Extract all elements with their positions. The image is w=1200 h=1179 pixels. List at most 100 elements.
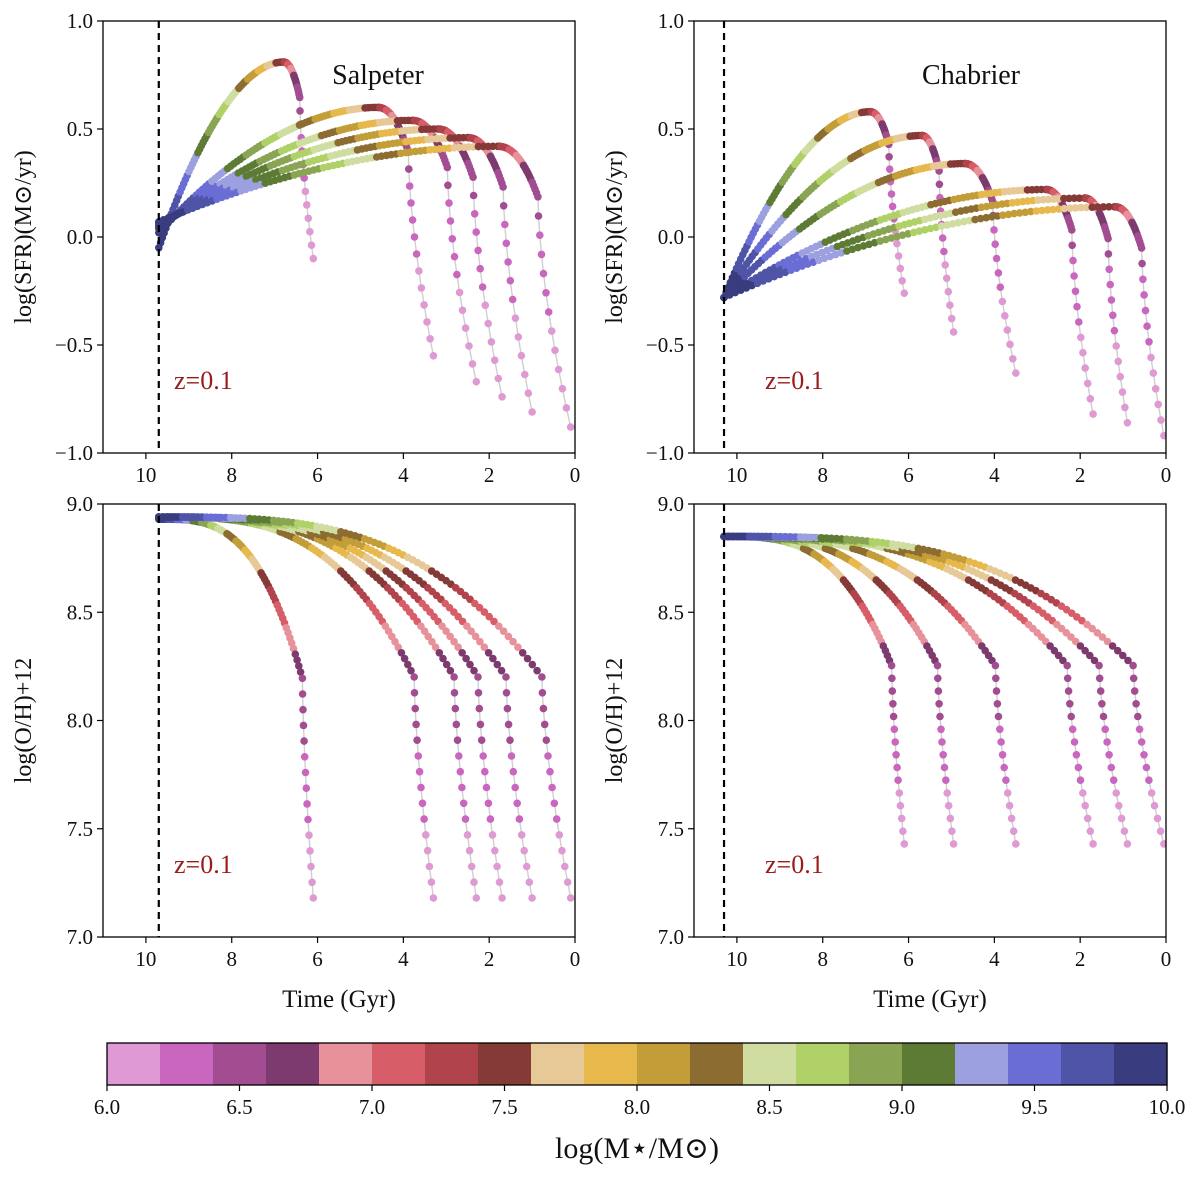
data-point — [900, 840, 909, 848]
data-point — [418, 799, 427, 808]
data-point — [291, 650, 300, 658]
data-point — [937, 725, 945, 734]
data-point — [410, 233, 419, 241]
data-point — [1081, 646, 1089, 655]
y-tick-label: 9.0 — [67, 492, 93, 516]
data-point — [484, 649, 493, 657]
data-point — [991, 240, 999, 248]
data-point — [898, 277, 906, 285]
data-point — [415, 767, 424, 776]
data-point — [1003, 789, 1012, 797]
data-point — [509, 767, 518, 776]
data-point — [511, 783, 519, 792]
data-point — [940, 247, 948, 256]
data-point — [894, 252, 903, 260]
data-point — [1141, 306, 1150, 315]
colorbar-label: log(M⋆/M⊙) — [555, 1132, 719, 1165]
y-tick-label: 0.5 — [67, 117, 93, 141]
data-point — [1107, 763, 1116, 772]
data-point — [494, 374, 503, 383]
data-point — [1083, 814, 1092, 823]
data-point — [555, 831, 564, 839]
data-point — [1103, 637, 1112, 646]
data-point — [456, 767, 465, 776]
y-tick-label: 7.5 — [658, 817, 684, 841]
data-point — [938, 738, 946, 746]
data-point — [1107, 296, 1116, 304]
x-tick-label: 4 — [398, 947, 409, 971]
data-point — [949, 328, 958, 336]
data-point — [487, 338, 496, 346]
data-point — [1059, 656, 1067, 665]
data-point — [1106, 280, 1114, 289]
data-point — [550, 799, 559, 808]
data-point — [1069, 256, 1077, 265]
colorbar-tick-label: 6.0 — [94, 1095, 120, 1119]
data-point — [528, 408, 536, 416]
y-tick-label: −1.0 — [646, 441, 684, 465]
data-point — [1086, 651, 1094, 660]
data-point — [899, 827, 907, 835]
data-point — [470, 666, 478, 675]
data-point — [295, 93, 304, 102]
y-axis-label: log(O/H)+12 — [602, 658, 628, 784]
series-track-5 — [720, 194, 1132, 427]
data-point — [1002, 776, 1010, 784]
data-point — [471, 632, 480, 641]
data-point — [493, 862, 501, 871]
x-tick-label: 2 — [1075, 947, 1086, 971]
data-point — [1101, 725, 1109, 734]
data-point — [761, 532, 769, 541]
data-point — [1027, 207, 1035, 216]
y-axis-label: log(SFR)(M⊙/yr) — [602, 150, 628, 323]
data-point — [412, 250, 421, 258]
x-tick-label: 10 — [726, 947, 747, 971]
data-point — [947, 314, 956, 323]
data-point — [997, 738, 1005, 746]
data-point — [461, 815, 470, 823]
colorbar-tick-label: 9.5 — [1021, 1095, 1047, 1119]
data-point — [1001, 312, 1009, 320]
data-point — [566, 894, 575, 902]
data-point — [1015, 209, 1024, 217]
data-point — [944, 287, 953, 296]
plot-area — [720, 107, 1166, 440]
data-point — [306, 227, 314, 236]
colorbar-tick-label: 6.5 — [226, 1095, 252, 1119]
data-point — [1077, 333, 1085, 342]
panel-title: Salpeter — [332, 60, 424, 91]
data-point — [1132, 700, 1140, 708]
data-point — [561, 862, 569, 871]
plot-area — [155, 58, 575, 431]
data-point — [889, 712, 898, 721]
x-tick-label: 2 — [1075, 463, 1086, 487]
data-point — [1090, 656, 1099, 665]
data-point — [450, 689, 459, 697]
y-tick-label: 8.0 — [67, 709, 93, 733]
data-point — [301, 768, 310, 777]
data-point — [949, 840, 958, 848]
data-point — [305, 831, 313, 839]
x-tick-label: 10 — [726, 463, 747, 487]
x-tick-label: 0 — [1161, 463, 1172, 487]
data-point — [998, 751, 1007, 759]
data-point — [499, 202, 508, 210]
y-tick-label: 0.0 — [658, 225, 684, 249]
data-point — [423, 846, 432, 855]
data-point — [1007, 814, 1016, 823]
data-point — [472, 894, 481, 902]
data-point — [935, 180, 944, 189]
series-track-6 — [155, 513, 575, 902]
data-point — [413, 736, 421, 744]
data-point — [414, 752, 423, 760]
data-point — [429, 352, 438, 360]
data-point — [1064, 687, 1073, 695]
data-point — [900, 289, 909, 298]
data-point — [498, 393, 506, 401]
colorbar-segment — [955, 1043, 1009, 1085]
data-point — [941, 261, 949, 269]
track-line — [724, 535, 1094, 845]
y-tick-label: 0.0 — [67, 225, 93, 249]
data-point — [1003, 326, 1012, 334]
data-point — [992, 687, 1001, 695]
